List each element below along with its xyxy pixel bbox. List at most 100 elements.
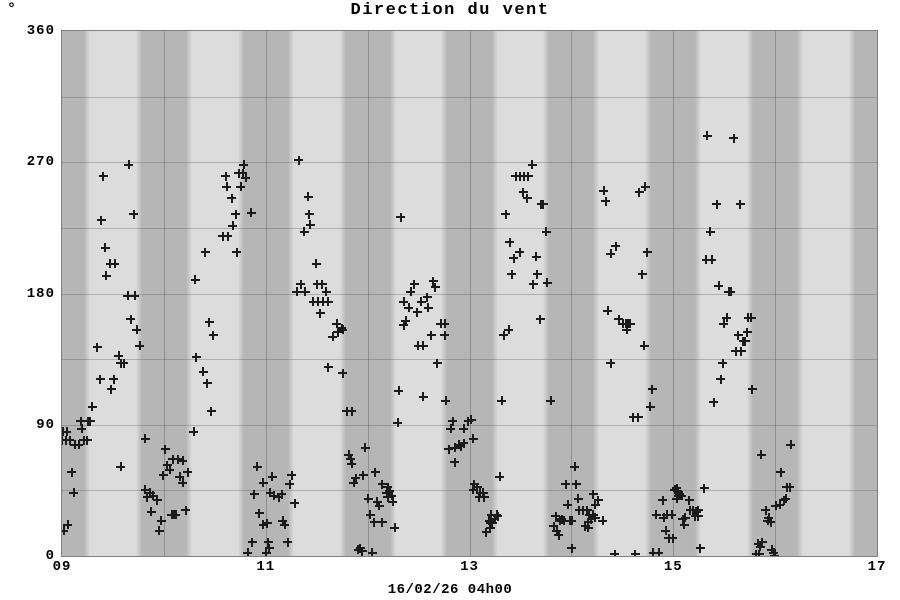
data-point-marker	[776, 467, 786, 477]
data-point-marker	[731, 346, 741, 356]
hour-gridline	[673, 31, 674, 556]
data-point-marker	[223, 231, 233, 241]
data-point-marker	[571, 479, 581, 489]
data-point-marker	[222, 182, 231, 191]
data-point-marker	[499, 330, 509, 340]
data-point-marker	[554, 530, 564, 540]
data-point-marker	[374, 501, 384, 511]
data-point-marker	[418, 341, 428, 350]
data-point-marker	[430, 282, 440, 292]
data-point-marker	[541, 227, 551, 237]
data-point-marker	[116, 462, 126, 471]
data-point-marker	[468, 434, 478, 444]
data-point-marker	[726, 287, 736, 296]
data-point-marker	[509, 253, 519, 263]
data-point-marker	[518, 187, 528, 197]
data-point-marker	[495, 472, 505, 482]
data-point-marker	[693, 505, 703, 515]
data-point-marker	[606, 358, 616, 368]
data-point-marker	[109, 374, 118, 384]
data-point-marker	[287, 470, 297, 480]
data-point-marker	[648, 548, 658, 556]
data-point-marker	[126, 314, 136, 324]
data-point-marker	[110, 259, 119, 269]
data-point-marker	[716, 374, 726, 384]
data-point-marker	[701, 255, 711, 264]
data-point-marker	[254, 508, 264, 518]
x-tick-label: 17	[867, 559, 887, 575]
data-point-marker	[358, 470, 368, 480]
data-point-marker	[504, 325, 514, 334]
data-point-marker	[645, 402, 655, 412]
data-point-marker	[280, 520, 290, 530]
data-point-marker	[119, 358, 129, 368]
data-point-marker	[370, 467, 380, 477]
data-point-marker	[719, 319, 729, 329]
data-point-marker	[198, 367, 208, 377]
data-point-marker	[459, 438, 469, 448]
data-point-marker	[661, 526, 671, 536]
y-axis-unit-label: °	[7, 1, 17, 18]
data-point-marker	[129, 209, 139, 219]
data-point-marker	[528, 279, 538, 289]
data-point-marker	[542, 278, 552, 288]
data-point-marker	[707, 255, 716, 264]
x-tick-label: 09	[52, 559, 72, 575]
data-point-marker	[563, 500, 573, 509]
data-point-marker	[304, 209, 314, 219]
data-point-marker	[588, 489, 598, 499]
data-point-marker	[432, 358, 442, 368]
data-point-marker	[634, 187, 644, 197]
data-point-marker	[173, 454, 183, 464]
data-point-marker	[85, 416, 95, 426]
data-point-marker	[393, 418, 403, 428]
data-point-marker	[729, 133, 739, 143]
data-point-marker	[67, 467, 77, 477]
data-point-marker	[62, 526, 68, 536]
degree-gridline	[62, 228, 877, 229]
data-point-marker	[262, 518, 272, 528]
data-point-marker	[695, 543, 705, 553]
data-point-marker	[396, 212, 406, 222]
data-point-marker	[679, 520, 689, 530]
data-point-marker	[406, 287, 416, 296]
data-point-marker	[263, 537, 273, 547]
y-tick-label: 90	[36, 416, 55, 433]
data-point-marker	[158, 470, 168, 480]
data-point-marker	[718, 358, 728, 368]
degree-gridline	[62, 97, 877, 98]
data-point-marker	[377, 479, 387, 489]
data-point-marker	[236, 182, 246, 191]
data-point-marker	[662, 510, 672, 520]
data-point-marker	[422, 292, 432, 302]
data-point-marker	[527, 160, 537, 170]
data-point-marker	[294, 155, 304, 165]
data-point-marker	[77, 424, 87, 434]
data-point-marker	[285, 479, 295, 489]
data-point-marker	[82, 435, 92, 445]
data-point-marker	[299, 227, 309, 237]
data-point-marker	[532, 269, 542, 279]
hour-band	[747, 31, 804, 556]
data-point-marker	[507, 269, 517, 279]
data-point-marker	[603, 306, 612, 315]
data-point-marker	[191, 352, 201, 362]
data-point-marker	[338, 368, 348, 378]
data-point-marker	[640, 182, 650, 191]
data-point-marker	[267, 472, 277, 482]
data-point-marker	[401, 316, 411, 326]
data-point-marker	[367, 548, 377, 556]
data-point-marker	[736, 346, 746, 356]
data-point-marker	[351, 473, 361, 483]
data-point-marker	[448, 416, 458, 426]
data-point-marker	[241, 173, 251, 183]
data-point-marker	[611, 241, 621, 251]
data-point-marker	[189, 427, 199, 436]
data-point-marker	[114, 351, 124, 361]
data-point-marker	[292, 287, 302, 296]
data-point-marker	[95, 374, 105, 384]
data-point-marker	[501, 209, 511, 219]
data-point-marker	[317, 279, 327, 289]
data-point-marker	[546, 396, 555, 406]
data-point-marker	[363, 494, 373, 504]
